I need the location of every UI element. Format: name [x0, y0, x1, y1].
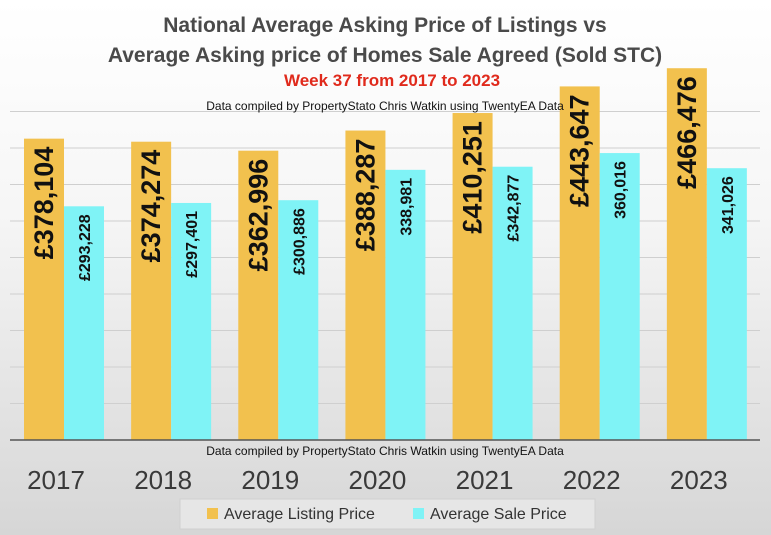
- data-label-listing-2023: £466,476: [672, 76, 702, 189]
- x-tick-label-2022: 2022: [563, 465, 621, 495]
- legend-box: [179, 498, 596, 530]
- bar-sale-2017: [64, 206, 104, 440]
- bar-listing-2020: [345, 130, 386, 440]
- x-tick-label-2019: 2019: [241, 465, 299, 495]
- bar-sale-2023: [706, 168, 747, 440]
- x-tick-label-2017: 2017: [27, 465, 85, 495]
- data-label-sale-2021: £342,877: [506, 175, 523, 242]
- bar-listing-2022: [559, 86, 600, 441]
- x-tick-label-2018: 2018: [134, 465, 192, 495]
- x-tick-label-2023: 2023: [670, 465, 728, 495]
- bar-listing-2021: [452, 113, 493, 440]
- bar-sale-2021: [492, 166, 533, 440]
- bar-sale-2020: [385, 169, 426, 440]
- chart-title-line-2: Average Asking price of Homes Sale Agree…: [108, 44, 662, 67]
- x-axis: 2017 2018 2019 2020 2021 2022 2023: [10, 439, 760, 495]
- data-label-listing-2020: £388,287: [350, 139, 380, 252]
- legend-swatch-sale: [413, 508, 424, 519]
- legend-label-sale: Average Sale Price: [430, 506, 567, 523]
- bar-sale-2022: [599, 153, 640, 440]
- data-labels: £378,104 £293,228 £374,274 £297,401 £362,996…: [29, 76, 737, 281]
- data-label-listing-2019: £362,996: [243, 159, 273, 272]
- titles: National Average Asking Price of Listing…: [108, 14, 662, 458]
- bar-listing-2019: [238, 150, 279, 440]
- chart-title-line-1: National Average Asking Price of Listing…: [163, 14, 606, 37]
- data-label-listing-2018: £374,274: [136, 150, 166, 263]
- x-tick-label-2020: 2020: [349, 465, 407, 495]
- legend-label-listing: Average Listing Price: [224, 506, 375, 523]
- legend-swatch-listing: [207, 508, 218, 519]
- data-label-sale-2023: 341,026: [720, 176, 737, 234]
- data-label-sale-2019: £300,886: [291, 208, 308, 275]
- credit-top: Data compiled by PropertyStato Chris Wat…: [206, 99, 564, 113]
- bars: [24, 68, 747, 441]
- bar-listing-2017: [24, 138, 64, 440]
- bar-listing-2018: [131, 141, 172, 441]
- x-tick-label-2021: 2021: [456, 465, 514, 495]
- credit-bottom: Data compiled by PropertyStato Chris Wat…: [206, 444, 564, 458]
- legend: Average Listing Price Average Sale Price: [179, 498, 596, 530]
- data-label-sale-2018: £297,401: [184, 211, 201, 278]
- bar-sale-2019: [278, 200, 319, 440]
- bar-listing-2023: [666, 68, 707, 440]
- data-label-sale-2022: 360,016: [613, 161, 630, 219]
- chart-subtitle: Week 37 from 2017 to 2023: [284, 71, 500, 90]
- data-label-sale-2020: 338,981: [398, 178, 415, 236]
- data-label-listing-2022: £443,647: [565, 94, 595, 207]
- data-label-listing-2021: £410,251: [458, 121, 488, 234]
- bar-sale-2018: [171, 202, 212, 440]
- data-label-listing-2017: £378,104: [29, 147, 59, 260]
- data-label-sale-2017: £293,228: [77, 214, 94, 281]
